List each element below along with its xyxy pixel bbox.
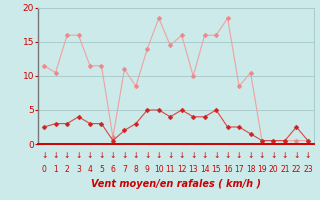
Text: ↓: ↓ [64,150,70,160]
Text: 13: 13 [188,166,198,174]
Text: 6: 6 [110,166,116,174]
Text: 21: 21 [280,166,290,174]
Text: ↓: ↓ [167,150,173,160]
Text: ↓: ↓ [41,150,47,160]
Text: 1: 1 [53,166,58,174]
Text: 9: 9 [145,166,150,174]
Text: ↓: ↓ [305,150,311,160]
Text: ↓: ↓ [156,150,162,160]
Text: ↓: ↓ [121,150,128,160]
Text: 14: 14 [200,166,210,174]
Text: 15: 15 [211,166,221,174]
Text: ↓: ↓ [110,150,116,160]
Text: 7: 7 [122,166,127,174]
Text: ↓: ↓ [144,150,150,160]
Text: 12: 12 [177,166,187,174]
Text: 22: 22 [292,166,301,174]
Text: 4: 4 [88,166,92,174]
Text: ↓: ↓ [270,150,277,160]
Text: ↓: ↓ [213,150,219,160]
Text: ↓: ↓ [98,150,105,160]
Text: 3: 3 [76,166,81,174]
Text: ↓: ↓ [133,150,139,160]
Text: 5: 5 [99,166,104,174]
Text: ↓: ↓ [190,150,196,160]
Text: ↓: ↓ [282,150,288,160]
Text: 2: 2 [65,166,69,174]
Text: 19: 19 [257,166,267,174]
Text: 20: 20 [269,166,278,174]
Text: 17: 17 [234,166,244,174]
Text: 10: 10 [154,166,164,174]
Text: Vent moyen/en rafales ( km/h ): Vent moyen/en rafales ( km/h ) [91,179,261,189]
Text: ↓: ↓ [236,150,242,160]
Text: 0: 0 [42,166,47,174]
Text: 8: 8 [133,166,138,174]
Text: ↓: ↓ [202,150,208,160]
Text: 18: 18 [246,166,255,174]
Text: 11: 11 [165,166,175,174]
Text: ↓: ↓ [259,150,265,160]
Text: ↓: ↓ [247,150,254,160]
Text: ↓: ↓ [87,150,93,160]
Text: ↓: ↓ [179,150,185,160]
Text: ↓: ↓ [52,150,59,160]
Text: ↓: ↓ [293,150,300,160]
Text: 23: 23 [303,166,313,174]
Text: ↓: ↓ [224,150,231,160]
Text: ↓: ↓ [75,150,82,160]
Text: 16: 16 [223,166,232,174]
